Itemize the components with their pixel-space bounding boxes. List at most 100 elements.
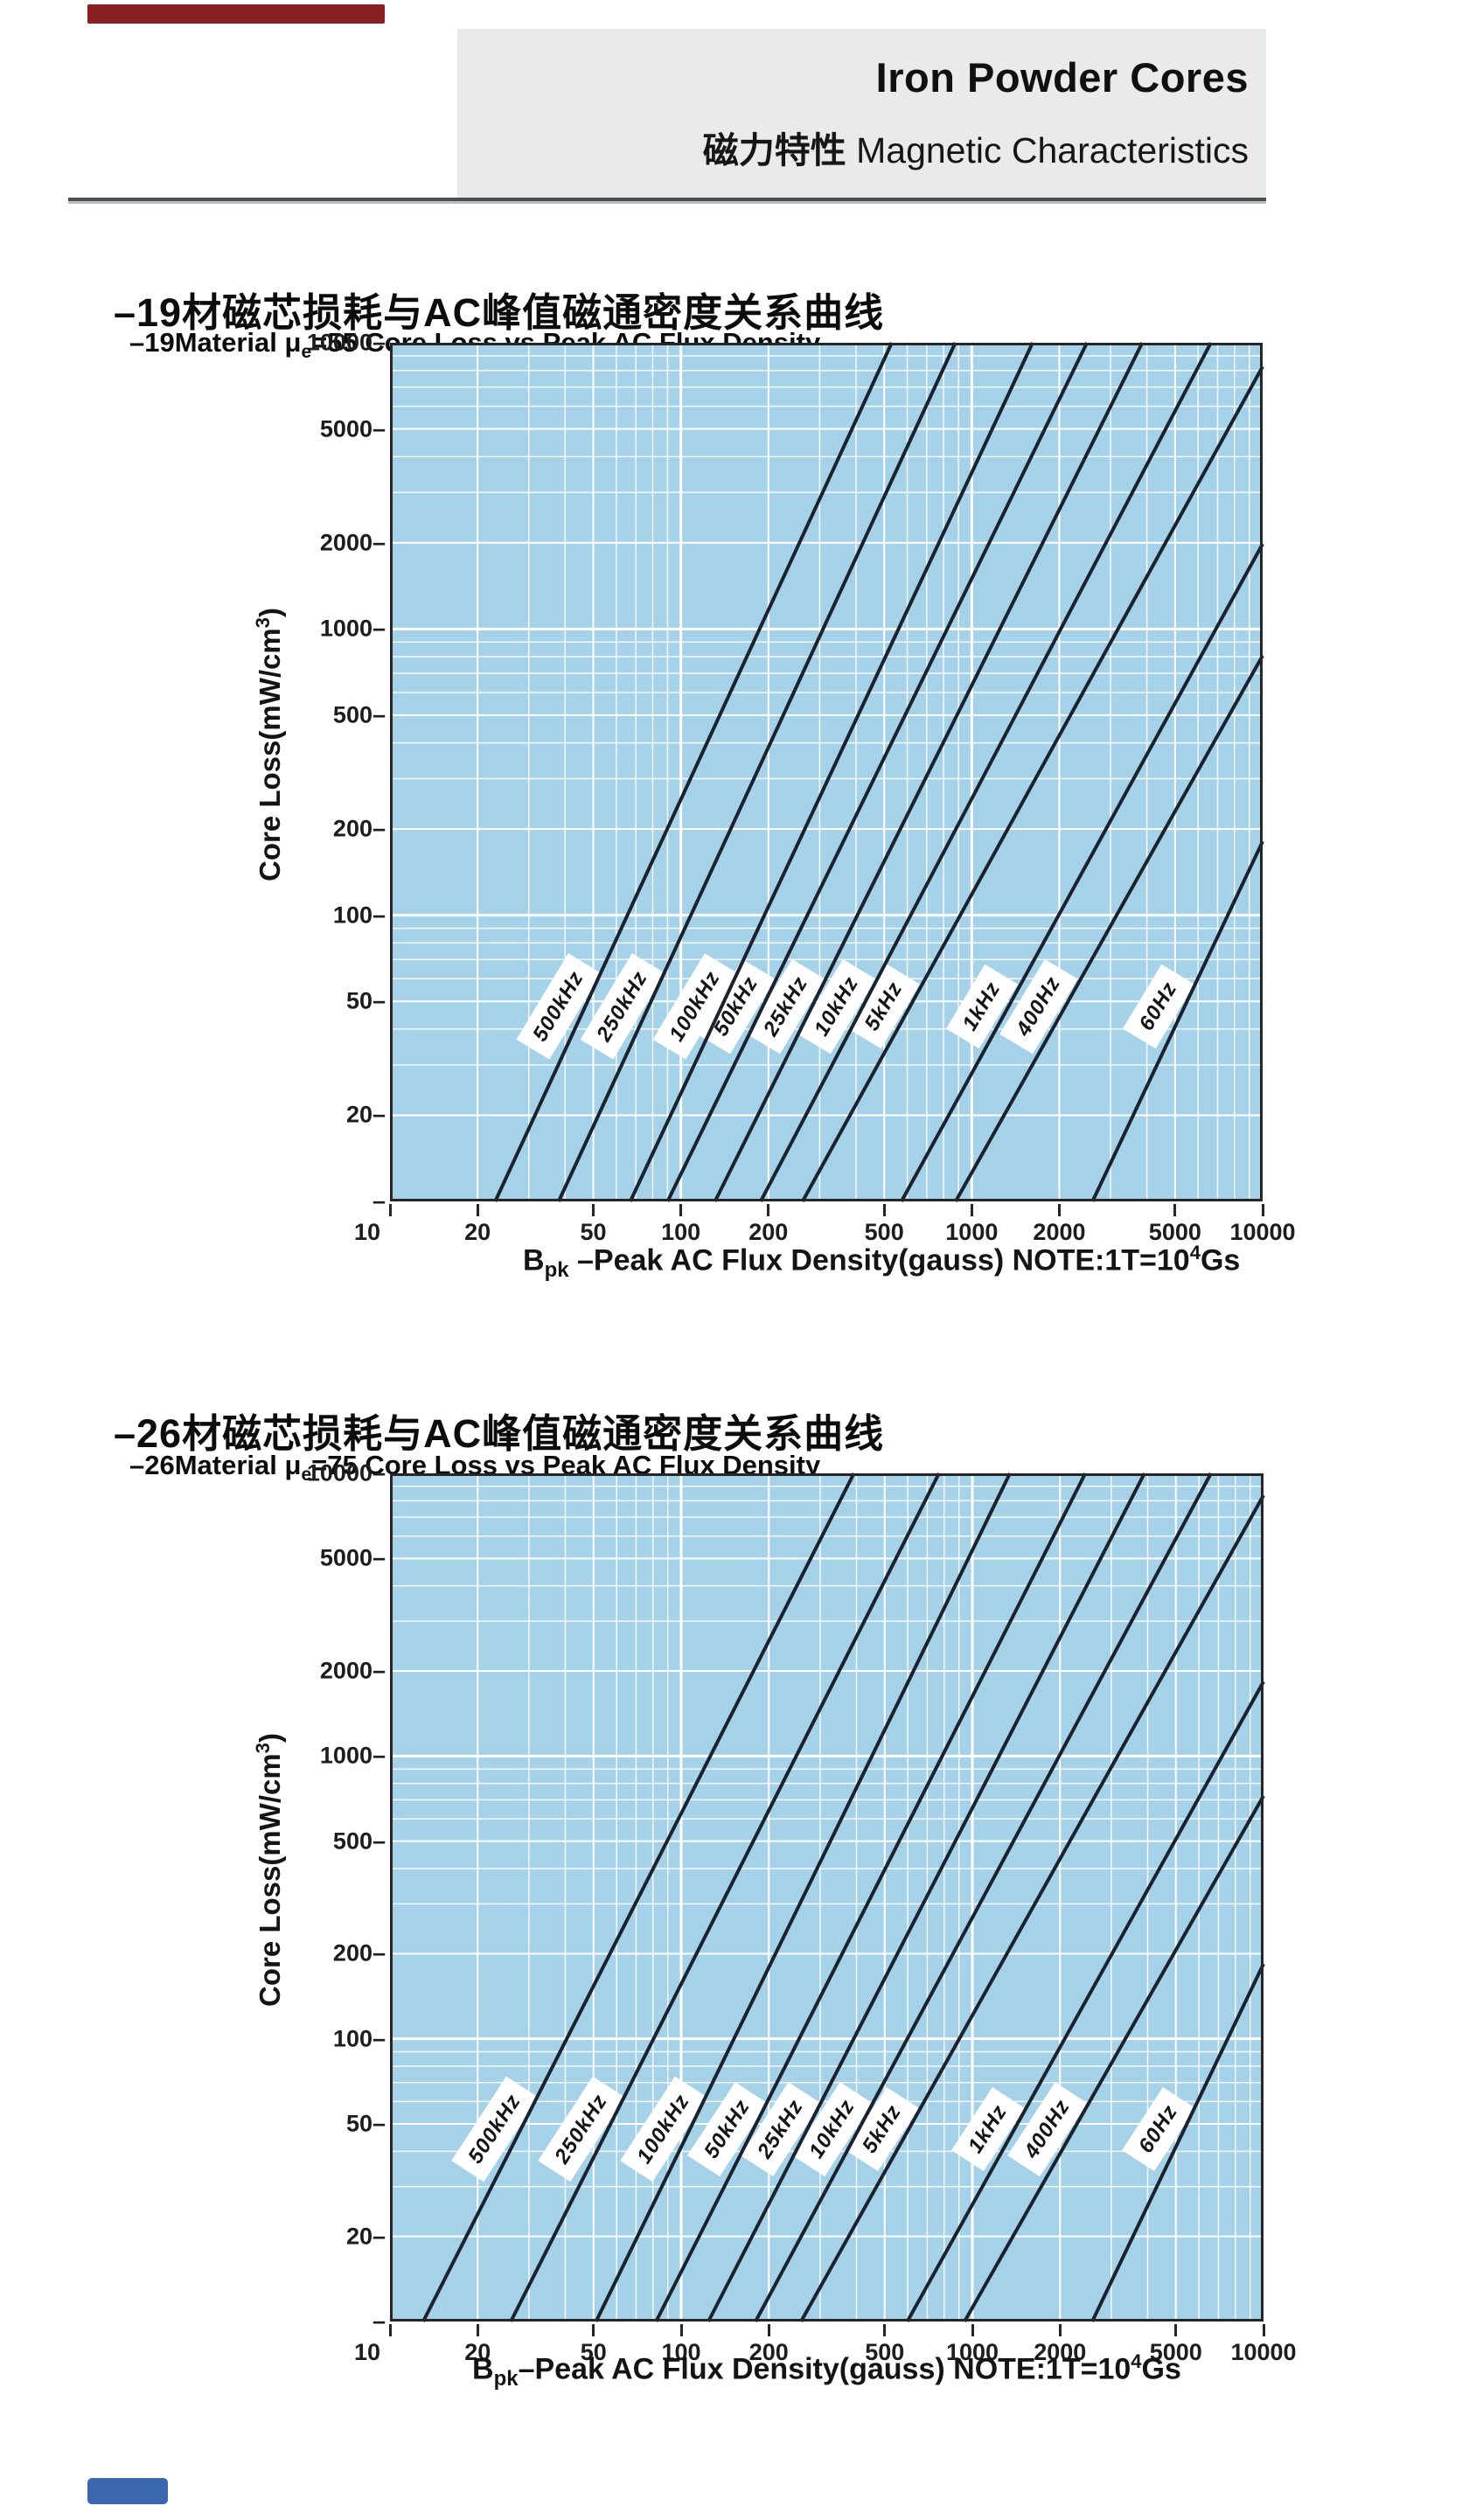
chart2-y-axis-title: Core Loss(mW/cm3) bbox=[252, 1733, 286, 2007]
x-tick-label-100: 100 bbox=[661, 1219, 701, 1245]
x-tick-50 bbox=[592, 2324, 595, 2336]
page-subtitle-en: Magnetic Characteristics bbox=[846, 130, 1249, 171]
grid-layer bbox=[390, 1473, 1264, 2322]
y-tick-label-10000: 10000– bbox=[306, 1459, 386, 1486]
chart1-x-axis-title: Bpk –Peak AC Flux Density(gauss) NOTE:1T… bbox=[523, 1242, 1241, 1283]
x-tick-2000 bbox=[1057, 1204, 1061, 1216]
x-tick-label-200: 200 bbox=[748, 1219, 789, 1245]
x-tick-label-10: 10 bbox=[353, 2339, 381, 2365]
curves-layer bbox=[390, 1472, 1265, 2322]
curve-50kHz bbox=[654, 1472, 1087, 2322]
x-tick-label-50: 50 bbox=[580, 1219, 607, 1245]
curve-50kHz bbox=[665, 342, 1089, 1202]
y-tick-label-500: 500– bbox=[332, 701, 386, 728]
x-tick-2000 bbox=[1058, 2324, 1062, 2336]
page-subtitle-cn: 磁力特性 bbox=[702, 130, 846, 171]
y-tick-label-2000: 2000– bbox=[319, 529, 386, 556]
header-divider bbox=[68, 198, 1266, 204]
chart2-plot-area: 500kHz 250kHz 100kHz 50kHz 25kHz 10kHz 5kHz 1kH… bbox=[307, 1460, 1297, 2366]
chart1-title: –19材磁芯损耗与AC峰值磁通密度关系曲线 bbox=[114, 290, 885, 336]
curve-1kHz bbox=[905, 1681, 1265, 2322]
x-tick-label-10: 10 bbox=[353, 1219, 381, 1245]
y-tick-label-100: 100– bbox=[332, 901, 386, 929]
x-tick-10 bbox=[388, 2324, 392, 2336]
x-tick-10 bbox=[388, 1204, 392, 1216]
x-tick-label-5000: 5000 bbox=[1149, 2339, 1202, 2365]
y-tick-label-20: 20– bbox=[345, 1101, 386, 1128]
x-tick-20 bbox=[476, 1204, 479, 1216]
chart2-subtitle-sub: e bbox=[301, 1465, 312, 1486]
y-tick-label-10000: 10000– bbox=[306, 329, 386, 356]
x-tick-label-2000: 2000 bbox=[1034, 2339, 1087, 2365]
y-tick-label-10: – bbox=[372, 1187, 386, 1215]
y-tick-label-5000: 5000– bbox=[319, 415, 386, 442]
curve-500kHz bbox=[493, 342, 894, 1202]
x-tick-100 bbox=[679, 1204, 683, 1216]
curve-25kHz bbox=[713, 342, 1145, 1202]
y-tick-label-200: 200– bbox=[332, 815, 386, 842]
x-tick-5000 bbox=[1173, 1204, 1177, 1216]
curve-100kHz bbox=[594, 1472, 1012, 2322]
curve-10kHz bbox=[754, 1472, 1213, 2322]
x-tick-100 bbox=[679, 2324, 683, 2336]
x-tick-label-1000: 1000 bbox=[945, 1219, 999, 1245]
x-tick-1000 bbox=[970, 1204, 973, 1216]
x-tick-label-10000: 10000 bbox=[1230, 2339, 1297, 2365]
curve-10kHz bbox=[759, 342, 1213, 1202]
curve-400Hz bbox=[963, 1794, 1265, 2322]
y-tick-label-20: 20– bbox=[345, 2223, 386, 2250]
x-tick-10000 bbox=[1261, 1204, 1264, 1216]
x-tick-label-500: 500 bbox=[864, 1219, 904, 1245]
x-tick-label-5000: 5000 bbox=[1148, 1219, 1201, 1245]
y-tick-label-2000: 2000– bbox=[319, 1657, 386, 1684]
y-tick-label-500: 500– bbox=[332, 1827, 386, 1855]
chart1-plot-area: 500kHz 250kHz 100kHz 50kHz 25kHz 10kHz 5kHz 1kH… bbox=[307, 330, 1296, 1246]
curve-100kHz bbox=[628, 342, 1034, 1202]
curve-250kHz bbox=[557, 342, 957, 1202]
x-tick-label-20: 20 bbox=[464, 2339, 491, 2365]
x-tick-label-50: 50 bbox=[580, 2339, 607, 2365]
y-tick-label-5000: 5000– bbox=[319, 1544, 386, 1571]
y-tick-label-1000: 1000– bbox=[319, 615, 386, 642]
chart1-y-axis-title: Core Loss(mW/cm3) bbox=[252, 608, 286, 881]
page-subtitle: 磁力特性 Magnetic Characteristics bbox=[703, 121, 1249, 173]
y-tick-label-200: 200– bbox=[332, 1939, 386, 1967]
chart2-subtitle-prefix: –26Material μ bbox=[129, 1450, 302, 1480]
y-tick-label-50: 50– bbox=[345, 987, 386, 1014]
curve-400Hz bbox=[954, 654, 1264, 1202]
curves-layer bbox=[390, 342, 1264, 1202]
x-tick-label-2000: 2000 bbox=[1033, 1219, 1086, 1245]
curve-60Hz bbox=[1090, 840, 1264, 1202]
chart1-subtitle-sub: e bbox=[301, 342, 312, 363]
y-tick-label-1000: 1000– bbox=[319, 1742, 386, 1769]
x-tick-label-20: 20 bbox=[464, 1219, 491, 1245]
curve-250kHz bbox=[509, 1472, 941, 2322]
y-tick-label-50: 50– bbox=[345, 2110, 386, 2137]
page-title: Iron Powder Cores bbox=[875, 54, 1249, 101]
x-tick-50 bbox=[592, 1204, 595, 1216]
curve-5kHz bbox=[799, 1494, 1265, 2322]
top-accent-bar bbox=[87, 4, 385, 24]
chart1-subtitle-prefix: –19Material μ bbox=[129, 327, 302, 358]
curve-25kHz bbox=[707, 1472, 1146, 2322]
x-tick-5000 bbox=[1174, 2324, 1178, 2336]
x-tick-500 bbox=[883, 2324, 887, 2336]
y-tick-label-10: – bbox=[372, 2308, 386, 2335]
x-tick-200 bbox=[767, 1204, 770, 1216]
bottom-accent-bar bbox=[87, 2478, 168, 2504]
x-tick-label-10000: 10000 bbox=[1229, 1219, 1296, 1245]
x-tick-20 bbox=[476, 2324, 479, 2336]
curve-5kHz bbox=[801, 365, 1264, 1202]
x-tick-label-200: 200 bbox=[748, 2339, 789, 2365]
curve-500kHz bbox=[421, 1472, 856, 2322]
x-tick-label-1000: 1000 bbox=[945, 2339, 999, 2365]
x-tick-label-500: 500 bbox=[865, 2339, 905, 2365]
curve-1kHz bbox=[900, 543, 1264, 1202]
curve-60Hz bbox=[1090, 1963, 1265, 2322]
x-tick-500 bbox=[882, 1204, 886, 1216]
x-tick-1000 bbox=[971, 2324, 974, 2336]
grid-layer bbox=[390, 343, 1263, 1201]
chart2-x-axis-title: Bpk–Peak AC Flux Density(gauss) NOTE:1T=… bbox=[472, 2350, 1181, 2391]
y-tick-label-100: 100– bbox=[332, 2025, 386, 2052]
